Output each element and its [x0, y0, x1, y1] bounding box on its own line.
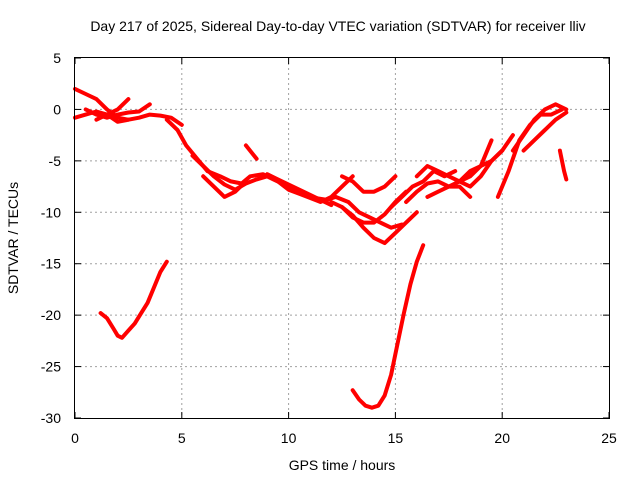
- chart-title: Day 217 of 2025, Sidereal Day-to-day VTE…: [90, 18, 585, 34]
- y-tick-label: 5: [53, 50, 61, 66]
- axis-ticks: [74, 57, 610, 419]
- series-arc-16: [425, 184, 473, 199]
- plot-frame: [74, 57, 610, 419]
- series-arc-20: [521, 110, 569, 153]
- x-tick-label: 5: [178, 430, 186, 446]
- y-tick-label: -15: [41, 256, 61, 272]
- y-tick-label: -30: [41, 410, 61, 426]
- grid: [75, 58, 609, 418]
- series-arc-21: [557, 148, 569, 182]
- y-tick-label: -10: [41, 204, 61, 220]
- series-arc-14: [404, 148, 505, 204]
- series-arc-7: [201, 174, 248, 199]
- series-arc-22: [98, 259, 169, 340]
- y-tick-label: -20: [41, 307, 61, 323]
- series-arc-23: [350, 243, 426, 410]
- x-tick-labels: 0 5 10 15 20 25: [71, 430, 617, 446]
- series-arc-8: [243, 143, 259, 161]
- x-tick-label: 20: [494, 430, 510, 446]
- series-arc-11: [340, 174, 398, 194]
- series-arc-2: [73, 109, 131, 124]
- series-arc-5: [164, 117, 404, 230]
- x-tick-label: 10: [281, 430, 297, 446]
- series-layer: [73, 86, 569, 410]
- series-arc-3: [83, 102, 152, 120]
- x-tick-label: 25: [601, 430, 617, 446]
- x-tick-label: 0: [71, 430, 79, 446]
- x-axis-title: GPS time / hours: [289, 457, 396, 473]
- x-tick-label: 15: [388, 430, 404, 446]
- series-arc-9: [265, 172, 334, 208]
- y-tick-label: -25: [41, 359, 61, 375]
- series-arc-12: [340, 205, 419, 246]
- y-axis-title: SDTVAR / TECUs: [5, 182, 21, 294]
- y-tick-label: -5: [49, 153, 62, 169]
- series-arc-19: [510, 102, 569, 153]
- series-arc-17: [457, 138, 494, 184]
- y-tick-labels: 5 0 -5 -10 -15 -20 -25 -30: [41, 50, 61, 426]
- y-tick-label: 0: [53, 101, 61, 117]
- series-arc-15: [414, 133, 515, 189]
- series-arc-4: [94, 97, 131, 122]
